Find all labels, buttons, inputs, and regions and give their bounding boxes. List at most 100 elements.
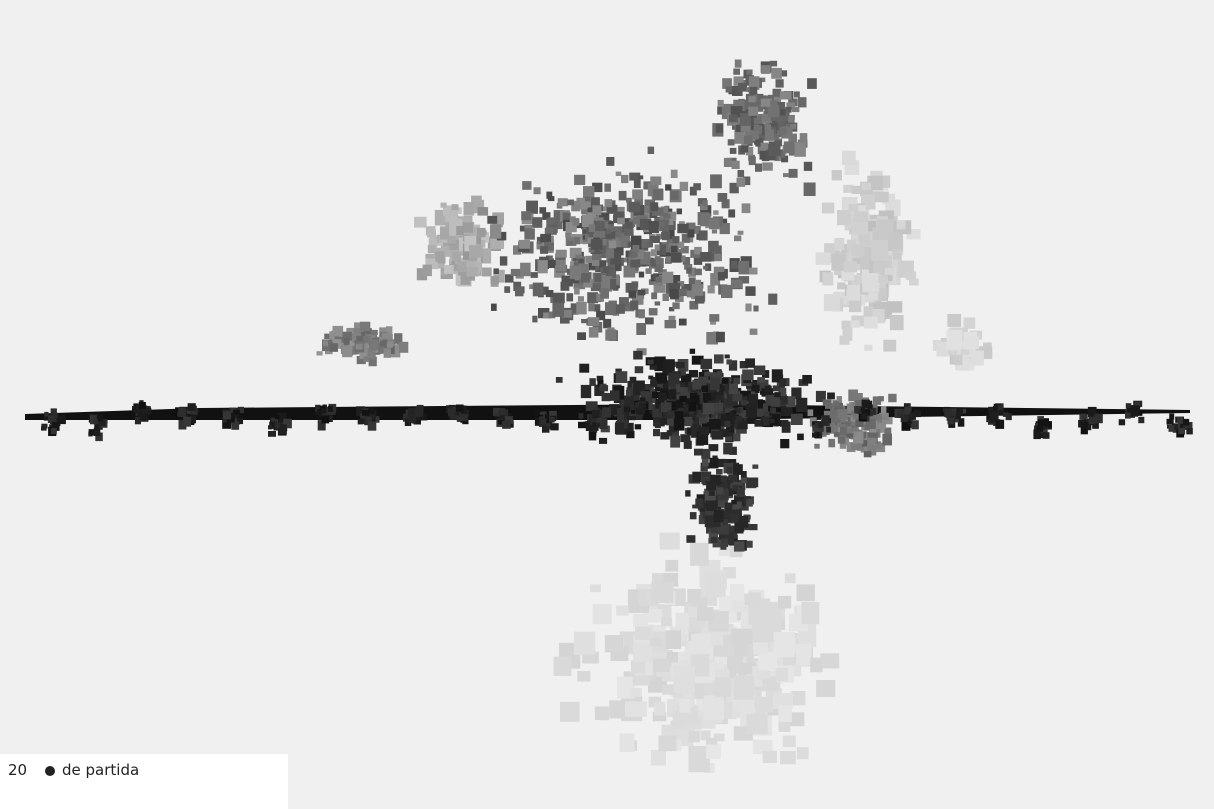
particle <box>493 268 499 274</box>
particle <box>653 189 664 201</box>
particle <box>601 392 611 402</box>
particle <box>627 380 634 388</box>
particle <box>630 249 638 258</box>
particle <box>43 414 51 421</box>
particle <box>88 429 95 436</box>
particle <box>689 300 699 310</box>
particle <box>883 417 893 425</box>
particle <box>643 403 649 409</box>
particle <box>614 226 623 234</box>
particle <box>673 665 695 693</box>
particle <box>605 229 612 234</box>
particle <box>781 396 788 405</box>
particle <box>664 359 675 372</box>
particle <box>745 303 752 312</box>
particle <box>578 421 587 429</box>
particle <box>717 193 728 202</box>
particle <box>569 265 582 279</box>
particle <box>41 423 48 429</box>
particle <box>178 419 187 430</box>
particle <box>1088 416 1096 425</box>
particle <box>692 471 702 483</box>
particle <box>716 395 722 401</box>
particle <box>853 412 861 420</box>
particle <box>575 254 582 259</box>
particle <box>546 218 558 233</box>
particle <box>770 407 776 414</box>
particle <box>640 239 650 248</box>
particle <box>900 414 909 423</box>
particle <box>96 414 103 422</box>
particle <box>754 419 765 427</box>
particle <box>637 289 646 296</box>
particle <box>691 633 712 655</box>
particle <box>490 276 499 284</box>
particle <box>479 232 490 243</box>
particle <box>587 292 598 304</box>
particle <box>606 224 614 232</box>
particle <box>733 68 740 75</box>
particle <box>1130 405 1140 416</box>
particle <box>609 700 629 719</box>
particle <box>623 395 635 406</box>
particle <box>356 356 366 365</box>
particle <box>663 213 671 219</box>
particle <box>415 414 425 421</box>
particle <box>759 150 767 160</box>
particle <box>757 132 765 140</box>
particle <box>473 199 485 214</box>
particle <box>846 428 853 434</box>
particle <box>734 407 741 414</box>
particle <box>688 370 698 378</box>
particle <box>668 425 677 433</box>
particle <box>807 78 817 89</box>
particle <box>872 441 881 449</box>
particle <box>788 133 797 145</box>
particle <box>745 405 757 418</box>
particle <box>957 408 963 415</box>
particle <box>668 315 676 322</box>
particle <box>539 207 547 214</box>
particle <box>659 215 670 224</box>
particle <box>463 202 474 215</box>
particle <box>748 394 758 407</box>
particle <box>594 273 602 283</box>
particle <box>415 406 424 417</box>
particle <box>733 99 745 110</box>
particle <box>779 111 790 122</box>
particle <box>779 378 787 387</box>
particle <box>772 693 793 710</box>
particle <box>737 170 745 178</box>
particle <box>622 221 634 232</box>
particle <box>608 240 617 249</box>
particle <box>757 377 765 383</box>
particle <box>448 233 457 244</box>
particle <box>1045 421 1051 428</box>
particle <box>274 422 280 429</box>
particle <box>557 198 568 207</box>
particle <box>729 446 737 455</box>
particle <box>794 142 806 157</box>
particle <box>768 293 778 305</box>
particle <box>371 329 378 335</box>
particle <box>660 386 666 394</box>
particle <box>863 409 869 415</box>
particle <box>774 392 781 398</box>
particle <box>593 220 604 231</box>
particle <box>710 273 721 286</box>
particle <box>540 233 551 243</box>
particle <box>461 222 474 233</box>
particle <box>803 182 816 196</box>
particle <box>584 196 591 202</box>
particle <box>460 272 471 285</box>
particle <box>743 176 751 186</box>
particle <box>727 656 743 674</box>
particle <box>840 426 847 435</box>
particle <box>878 275 888 283</box>
particle <box>670 191 679 200</box>
particle <box>733 433 741 442</box>
particle <box>634 424 642 430</box>
particle <box>560 701 580 722</box>
particle <box>867 444 877 456</box>
particle <box>686 267 692 274</box>
